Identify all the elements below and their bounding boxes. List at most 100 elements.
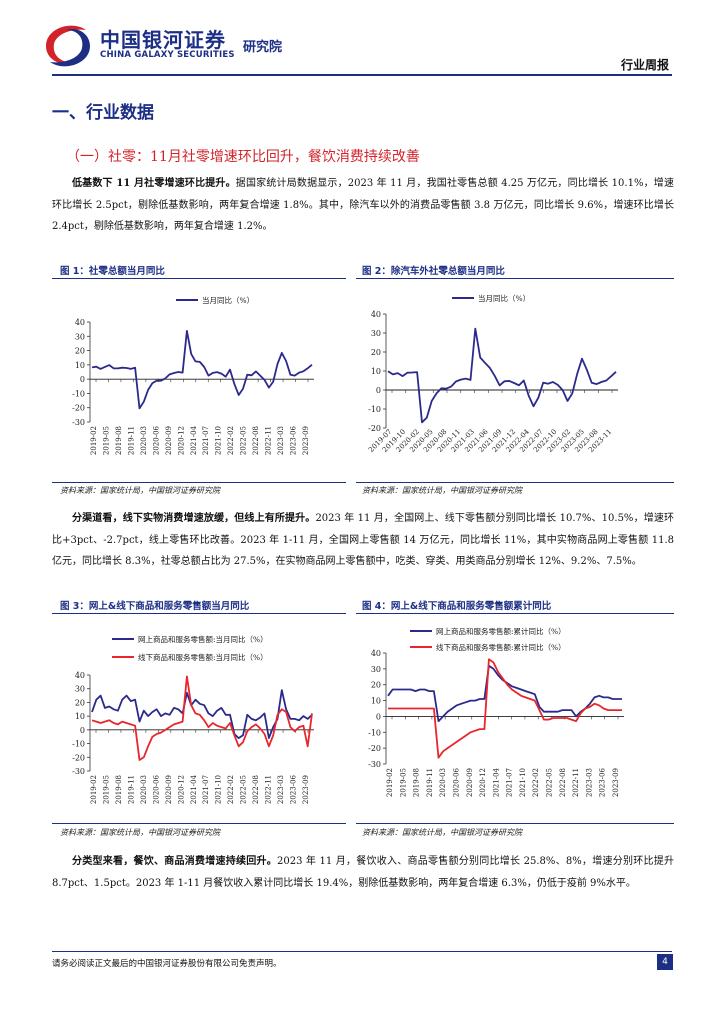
figure-rule [52, 613, 346, 614]
x-tick-label: 2020-03 [140, 426, 148, 455]
x-tick-label: 2023-06 [599, 767, 607, 797]
y-tick-label: -10 [368, 405, 381, 414]
x-tick-label: 2021-10 [519, 768, 527, 797]
x-tick-label: 2019-02 [90, 426, 98, 455]
y-tick-label: -20 [368, 424, 381, 433]
x-tick-label: 2022-05 [240, 775, 248, 804]
x-tick-label: 2019-02 [90, 775, 98, 804]
x-tick-label: 2020-09 [165, 426, 173, 455]
section-subtitle: （一）社零：11月社零增速环比回升，餐饮消费持续改善 [66, 149, 420, 165]
figure-source: 资料来源：国家统计局，中国银河证券研究院 [60, 828, 220, 837]
y-tick-label: 20 [371, 681, 381, 690]
x-tick-label: 2019-08 [115, 775, 123, 804]
paragraph-lead: 分渠道看，线下实物消费增速放缓，但线上有所提升。 [72, 513, 316, 524]
y-tick-label: -20 [72, 404, 85, 413]
x-tick-label: 2020-12 [479, 768, 487, 797]
series-line [91, 675, 313, 761]
y-tick-label: -20 [72, 753, 85, 762]
y-tick-label: -20 [368, 744, 381, 753]
paragraph-1: 低基数下 11 月社零增速环比提升。据国家统计局数据显示，2023 年 11 月… [52, 173, 674, 238]
figure-title: 图 4：网上&线下商品和服务零售额累计同比 [362, 601, 552, 612]
x-tick-label: 2021-10 [215, 426, 223, 455]
x-tick-label: 2019-05 [102, 775, 110, 804]
x-tick-label: 2021-04 [190, 425, 198, 455]
figure-source: 资料来源：国家统计局，中国银河证券研究院 [362, 486, 522, 495]
x-tick-label: 2022-11 [265, 775, 273, 804]
legend-label: 线下商品和服务零售额:累计同比（%） [436, 642, 566, 652]
y-tick-label: 0 [80, 375, 85, 384]
x-tick-label: 2019-05 [102, 426, 110, 455]
x-tick-label: 2019-05 [399, 768, 407, 797]
figure-rule [52, 823, 346, 824]
series-line [388, 658, 622, 759]
series-line [91, 330, 313, 410]
figure-rule [356, 823, 674, 824]
y-tick-label: 20 [75, 698, 85, 707]
x-tick-label: 2020-06 [452, 767, 460, 797]
paragraph-lead: 低基数下 11 月社零增速环比提升。 [72, 178, 236, 189]
y-tick-label: 0 [376, 386, 381, 395]
chart-retail-sales-yoy: 40 30 20 10 0 -10 -20 -30 2019-02 2019-05 2019-08 2… [72, 295, 314, 455]
x-tick-label: 2022-08 [559, 768, 567, 797]
y-tick-label: 10 [371, 367, 381, 376]
x-tick-label: 2023-03 [585, 768, 593, 797]
legend-label: 网上商品和服务零售额:当月同比（%） [138, 634, 268, 644]
x-tick-label: 2022-02 [227, 775, 235, 804]
x-tick-label: 2019-11 [127, 426, 135, 455]
company-logo [40, 22, 340, 70]
y-tick-label: -30 [72, 767, 85, 776]
paragraph-body: 2023 年 11 月，全国网上、线下零售额分别同比增长 10.7%、10.5%… [52, 513, 674, 567]
x-tick-label: 2022-11 [265, 426, 273, 455]
x-tick-label: 2019-11 [127, 775, 135, 804]
y-tick-label: 30 [371, 665, 381, 674]
series-line [387, 327, 617, 424]
x-tick-label: 2023-09 [612, 768, 620, 797]
x-tick-label: 2019-11 [426, 768, 434, 797]
y-tick-label: 30 [75, 685, 85, 694]
x-tick-label: 2021-04 [190, 774, 198, 804]
section-title: 一、行业数据 [52, 103, 154, 123]
x-tick-label: 2023-03 [277, 775, 285, 804]
x-tick-label: 2021-10 [215, 775, 223, 804]
figure-rule [52, 482, 346, 483]
x-tick-label: 2022-11 [572, 768, 580, 797]
x-tick-label: 2023-03 [277, 426, 285, 455]
figure-source: 资料来源：国家统计局，中国银河证券研究院 [362, 828, 522, 837]
y-tick-label: 20 [371, 348, 381, 357]
y-tick-label: 0 [376, 712, 381, 721]
y-tick-label: -10 [368, 728, 381, 737]
series-line [387, 664, 622, 723]
chart-online-offline-cumulative: 40 30 20 10 0 -10 -20 -30 2019-02 2019-05 2019-08 2… [368, 626, 624, 797]
figure-rule [356, 613, 674, 614]
x-tick-label: 2021-04 [492, 767, 500, 797]
x-tick-label: 2021-07 [202, 426, 210, 455]
paragraph-2: 分渠道看，线下实物消费增速放缓，但线上有所提升。2023 年 11 月，全国网上… [52, 508, 674, 573]
chart-retail-ex-auto-yoy: 403020100-10-202019-072019-102020-022020… [367, 293, 618, 454]
paragraph-3: 分类型来看，餐饮、商品消费增速持续回升。2023 年 11 月，餐饮收入、商品零… [52, 851, 674, 894]
y-tick-label: 10 [75, 361, 85, 370]
galaxy-logo-icon [46, 25, 90, 67]
chart-online-offline-monthly: 40 30 20 10 0 -10 -20 -30 2019-02 2019-05 2019-08 2… [72, 634, 314, 804]
legend-label: 当月同比（%） [478, 293, 530, 303]
paragraph-body: 据国家统计局数据显示，2023 年 11 月，我国社零售总额 4.25 万亿元，… [52, 178, 674, 232]
logo-text-cn: 中国银河证券 [100, 28, 226, 52]
y-tick-label: 40 [75, 671, 85, 680]
x-tick-label: 2022-08 [252, 426, 260, 455]
x-tick-label: 2022-05 [240, 426, 248, 455]
figure-rule [356, 482, 674, 483]
x-tick-label: 2020-06 [152, 774, 160, 804]
figure-rule [52, 278, 346, 279]
y-tick-label: -30 [368, 760, 381, 769]
y-tick-label: 10 [371, 697, 381, 706]
x-tick-label: 2020-03 [439, 768, 447, 797]
x-tick-label: 2020-06 [152, 425, 160, 455]
y-tick-label: 30 [75, 332, 85, 341]
logo-text-en: CHINA GALAXY SECURITIES [100, 50, 235, 60]
x-tick-label: 2022-02 [227, 426, 235, 455]
figure-title: 图 3：网上&线下商品和服务零售额当月同比 [60, 601, 250, 612]
x-tick-label: 2021-07 [506, 768, 514, 797]
figure-title: 图 2：除汽车外社零总额当月同比 [362, 266, 505, 277]
institute-label: 研究院 [243, 40, 283, 55]
x-tick-label: 2020-09 [165, 775, 173, 804]
x-tick-label: 2019-08 [115, 426, 123, 455]
